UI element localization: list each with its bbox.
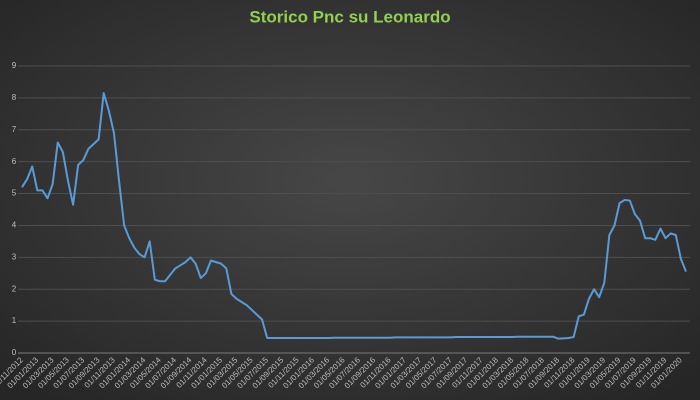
y-tick-label: 9 [12,61,17,70]
y-tick-label: 8 [12,93,17,102]
y-tick-label: 6 [12,157,17,166]
y-tick-label: 5 [12,189,17,198]
data-line [21,92,687,340]
y-tick-label: 1 [12,316,17,325]
chart-title: Storico Pnc su Leonardo [249,7,450,26]
y-tick-label: 3 [12,252,17,261]
y-tick-label: 4 [12,221,17,230]
y-tick-label: 0 [12,348,17,357]
y-tick-label: 2 [12,284,17,293]
y-tick-label: 7 [12,125,17,134]
